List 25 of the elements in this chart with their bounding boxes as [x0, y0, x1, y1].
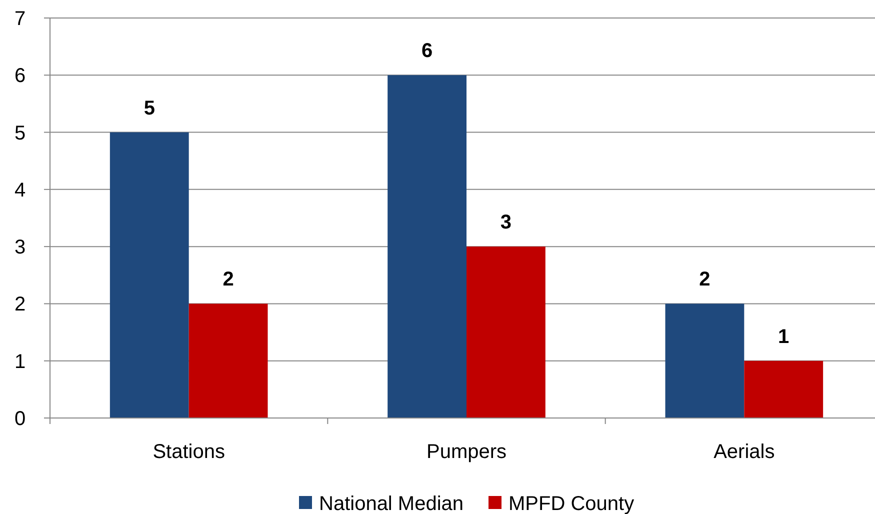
data-label: 2 [222, 268, 234, 291]
bar [188, 304, 268, 418]
y-tick-label: 1 [14, 350, 26, 373]
y-tick-label: 6 [14, 65, 26, 88]
data-label: 6 [421, 40, 433, 62]
bar [110, 132, 189, 418]
y-tick-label: 5 [14, 122, 26, 144]
data-label: 3 [500, 212, 512, 234]
bar [665, 304, 744, 418]
y-tick-label: 2 [14, 294, 26, 316]
bar [466, 246, 546, 418]
bar [744, 360, 824, 418]
x-tick-label: Stations [152, 441, 225, 463]
y-tick-label: 0 [14, 408, 26, 430]
x-tick-label: Pumpers [426, 441, 507, 463]
legend-label: National Median [319, 493, 464, 514]
bar [388, 75, 466, 418]
data-label: 5 [144, 97, 155, 120]
y-tick-label: 3 [14, 236, 26, 259]
data-label: 2 [699, 268, 710, 291]
data-label: 1 [778, 326, 790, 348]
y-tick-label: 4 [14, 179, 26, 202]
x-tick-label: Aerials [714, 441, 775, 463]
y-tick-label: 7 [14, 8, 26, 30]
legend-label: MPFD County [508, 493, 634, 514]
